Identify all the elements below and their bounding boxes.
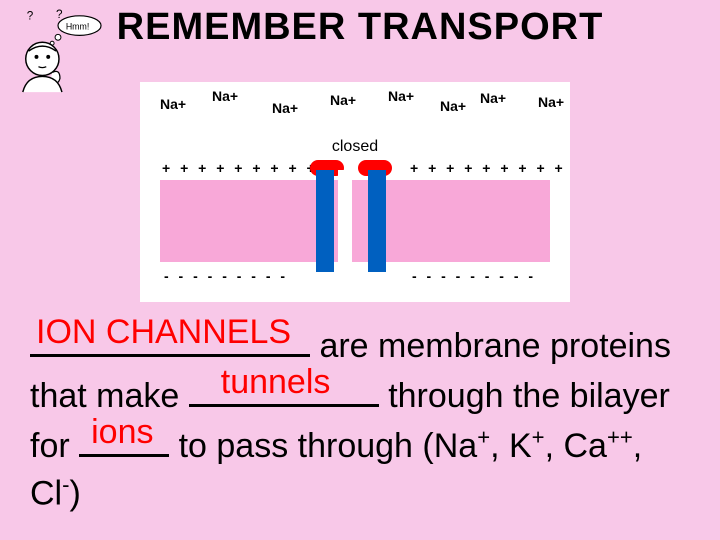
minus-segment: - - - - - - - - - xyxy=(164,268,288,284)
sodium-ion-label: Na+ xyxy=(388,88,414,104)
plus-row: + + + + + + + + + + + + + + + + + + xyxy=(140,160,570,180)
channel-protein-icon xyxy=(316,170,334,272)
minus-row: - - - - - - - - - - - - - - - - - - xyxy=(140,268,570,288)
plus-segment: + + + + + + + + + xyxy=(410,160,566,176)
text-seg-3a: to pass through (Na xyxy=(169,427,477,465)
page-title: REMEMBER TRANSPORT xyxy=(0,6,720,49)
blank-2: tunnels xyxy=(189,370,379,407)
closed-label: closed xyxy=(140,138,570,156)
slide: ? ? Hmm! REMEMBER TRANSPORT Na+Na+Na+Na+… xyxy=(0,0,720,540)
sup-ca: ++ xyxy=(607,424,633,449)
sodium-ion-label: Na+ xyxy=(160,96,186,112)
sodium-ion-label: Na+ xyxy=(538,94,564,110)
channel-protein-icon xyxy=(368,170,386,272)
sodium-ion-label: Na+ xyxy=(272,100,298,116)
sodium-ion-label: Na+ xyxy=(330,92,356,108)
channel-pore-icon xyxy=(338,170,352,272)
blank-3: ions xyxy=(79,420,169,457)
minus-segment: - - - - - - - - - xyxy=(412,268,536,284)
plus-segment: + + + + + + + + + xyxy=(162,160,318,176)
sup-k: + xyxy=(532,424,545,449)
sodium-ion-label: Na+ xyxy=(212,88,238,104)
text-seg-3c: , Ca xyxy=(545,427,607,465)
membrane-diagram: Na+ Na+ Na+ Na+ Na+ Na+ Na+ Na+ closed + + + + … xyxy=(140,82,570,302)
ion-row: Na+ Na+ Na+ Na+ Na+ Na+ Na+ Na+ xyxy=(140,88,570,122)
fill-ion-channels: ION CHANNELS xyxy=(36,310,291,356)
blank-1: ION CHANNELS xyxy=(30,320,310,357)
body-text: ION CHANNELS are membrane proteins that … xyxy=(30,320,700,517)
lipid-bilayer xyxy=(160,180,550,262)
fill-ions: ions xyxy=(91,410,153,456)
sodium-ion-label: Na+ xyxy=(440,98,466,114)
sup-na: + xyxy=(477,424,490,449)
fill-tunnels: tunnels xyxy=(221,360,331,406)
text-seg-3e: ) xyxy=(69,474,80,512)
text-seg-3b: , K xyxy=(490,427,532,465)
sodium-ion-label: Na+ xyxy=(480,90,506,106)
